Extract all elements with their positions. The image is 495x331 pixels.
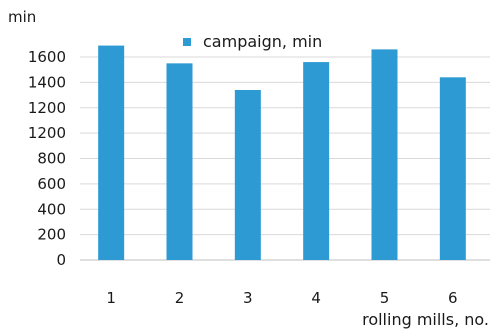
legend: campaign, min	[183, 32, 322, 51]
y-tick-labels: 0 200 400 600 800 1200 1200 1400 1600	[28, 48, 66, 269]
y-axis-label: min	[8, 8, 36, 26]
x-tick-labels: 1 2 3 4 5 6	[106, 289, 457, 307]
bar	[303, 62, 330, 261]
x-tick-label: 2	[175, 289, 185, 307]
y-tick-label: 1200	[28, 124, 66, 142]
bar	[439, 77, 466, 260]
y-tick-label: 600	[37, 175, 66, 193]
x-tick-label: 4	[311, 289, 321, 307]
x-axis-label: rolling mills, no.	[362, 310, 489, 329]
legend-label: campaign, min	[203, 32, 322, 51]
bars	[98, 45, 466, 261]
x-tick-label: 3	[243, 289, 253, 307]
x-tick-label: 5	[380, 289, 390, 307]
y-tick-label: 1200	[28, 99, 66, 117]
y-tick-label: 200	[37, 226, 66, 244]
x-tick-label: 1	[106, 289, 116, 307]
y-tick-label: 400	[37, 200, 66, 218]
grid-lines	[80, 56, 490, 261]
y-tick-label: 1600	[28, 48, 66, 66]
bar	[166, 63, 193, 260]
y-tick-label: 0	[56, 251, 66, 269]
x-tick-label: 6	[448, 289, 458, 307]
bar	[371, 49, 398, 261]
y-tick-label: 1400	[28, 73, 66, 91]
y-tick-label: 800	[37, 150, 66, 168]
bar	[98, 45, 125, 260]
bar	[234, 89, 261, 260]
legend-swatch	[183, 38, 191, 46]
